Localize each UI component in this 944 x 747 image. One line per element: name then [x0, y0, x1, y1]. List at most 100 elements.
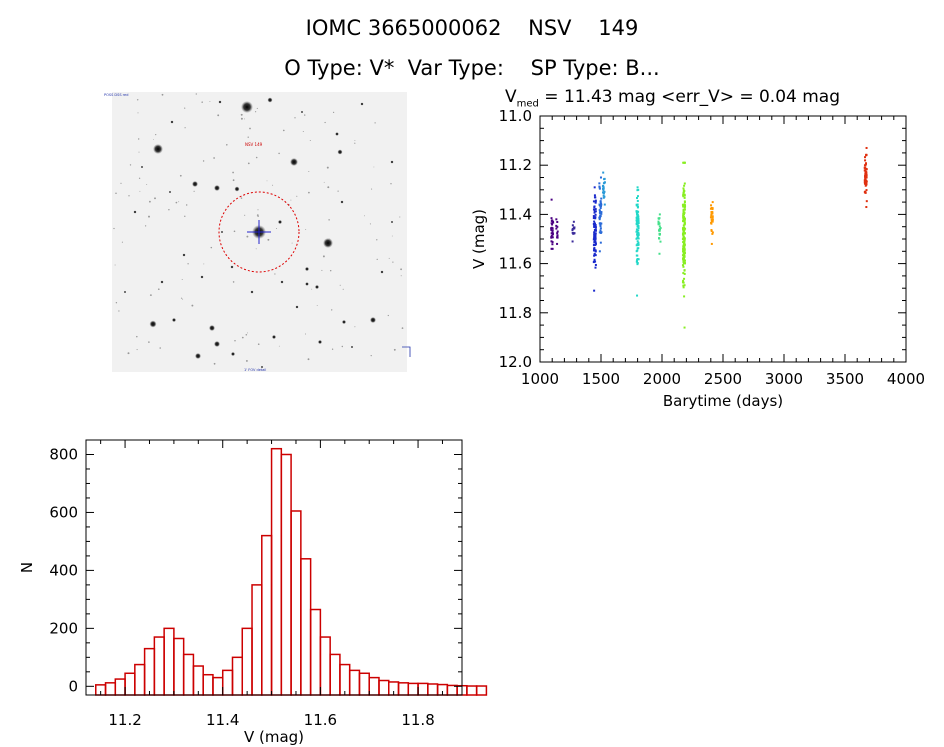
- star: [308, 171, 310, 172]
- lc-point: [682, 281, 685, 284]
- lc-point: [711, 208, 714, 211]
- star: [275, 227, 278, 230]
- lc-point: [637, 234, 640, 237]
- lc-point: [551, 232, 554, 235]
- lc-ytick-label: 11.8: [499, 304, 532, 322]
- lc-point: [599, 215, 602, 218]
- lc-point: [683, 196, 686, 199]
- star: [387, 314, 389, 317]
- lc-point: [682, 258, 685, 261]
- lc-point: [592, 217, 595, 220]
- lc-point: [682, 209, 685, 212]
- lc-point: [636, 217, 639, 220]
- lc-point: [593, 231, 596, 234]
- star: [390, 220, 394, 224]
- star: [331, 348, 334, 350]
- lc-point: [594, 213, 597, 216]
- lc-point: [682, 254, 685, 257]
- star: [233, 230, 236, 233]
- lc-point: [600, 203, 603, 206]
- lc-point: [710, 214, 713, 217]
- lc-point: [600, 231, 603, 234]
- lc-point: [658, 252, 661, 255]
- star: [187, 263, 189, 265]
- star: [234, 340, 236, 342]
- lc-point: [635, 216, 638, 219]
- lc-point: [593, 289, 596, 292]
- star: [370, 354, 372, 357]
- sky-thumbnail: NSV 149 POSS DSS red 1' FOV detail: [104, 92, 411, 372]
- star: [245, 334, 248, 336]
- star: [272, 184, 274, 186]
- lc-point: [592, 238, 595, 241]
- lc-point: [683, 248, 686, 251]
- lc-point: [593, 208, 596, 211]
- lc-point: [711, 216, 714, 219]
- lc-point: [636, 218, 639, 221]
- star: [240, 117, 243, 120]
- lc-point: [556, 234, 559, 237]
- lc-point: [710, 230, 713, 233]
- star: [257, 215, 259, 218]
- lc-point: [603, 181, 606, 184]
- lc-point: [594, 243, 597, 246]
- lc-point: [657, 223, 660, 226]
- lc-point: [682, 245, 685, 248]
- lc-point: [864, 173, 867, 176]
- lc-point: [635, 210, 638, 213]
- lc-point: [682, 193, 685, 196]
- lc-point: [683, 218, 686, 221]
- lc-point: [593, 211, 596, 214]
- star: [272, 335, 276, 339]
- star: [168, 190, 172, 194]
- lc-point: [593, 206, 596, 209]
- histogram-bar: [436, 683, 449, 696]
- star: [260, 365, 264, 369]
- histogram-bar: [261, 534, 273, 696]
- lc-point: [594, 225, 597, 228]
- lc-point: [599, 222, 602, 225]
- star: [182, 298, 184, 300]
- lc-point: [863, 164, 866, 167]
- star: [256, 107, 258, 109]
- lc-point: [682, 212, 685, 215]
- lc-point: [635, 260, 638, 263]
- lc-point: [636, 254, 639, 257]
- lc-point: [636, 186, 639, 189]
- lc-point: [682, 250, 685, 253]
- star: [213, 157, 215, 159]
- lc-point: [683, 244, 686, 247]
- lc-point: [592, 208, 595, 211]
- lc-point: [637, 247, 640, 250]
- star: [315, 285, 319, 289]
- thumbnail-bottom-label: 1' FOV detail: [244, 368, 266, 372]
- lc-point: [682, 214, 685, 217]
- lc-point: [682, 232, 685, 235]
- star: [115, 302, 118, 304]
- lc-point: [551, 233, 554, 236]
- lc-point: [683, 251, 686, 254]
- lc-point: [658, 232, 661, 235]
- lc-point: [599, 229, 602, 232]
- star: [364, 215, 365, 217]
- star: [350, 345, 354, 349]
- lc-point: [865, 154, 868, 157]
- lc-point: [593, 194, 596, 197]
- star: [136, 349, 138, 351]
- star: [328, 238, 331, 241]
- lc-point: [681, 254, 684, 257]
- lc-point: [865, 171, 868, 174]
- lc-point: [682, 212, 685, 215]
- lc-point: [682, 252, 685, 255]
- lc-point: [683, 232, 686, 235]
- lc-point: [681, 227, 684, 230]
- lc-point: [682, 216, 685, 219]
- lc-point: [682, 205, 685, 208]
- lc-point: [682, 187, 685, 190]
- lc-point: [682, 258, 685, 261]
- lc-point: [710, 221, 713, 224]
- lc-point: [637, 205, 640, 208]
- lc-point: [593, 241, 596, 244]
- lc-point: [683, 206, 686, 209]
- lc-point: [637, 243, 640, 246]
